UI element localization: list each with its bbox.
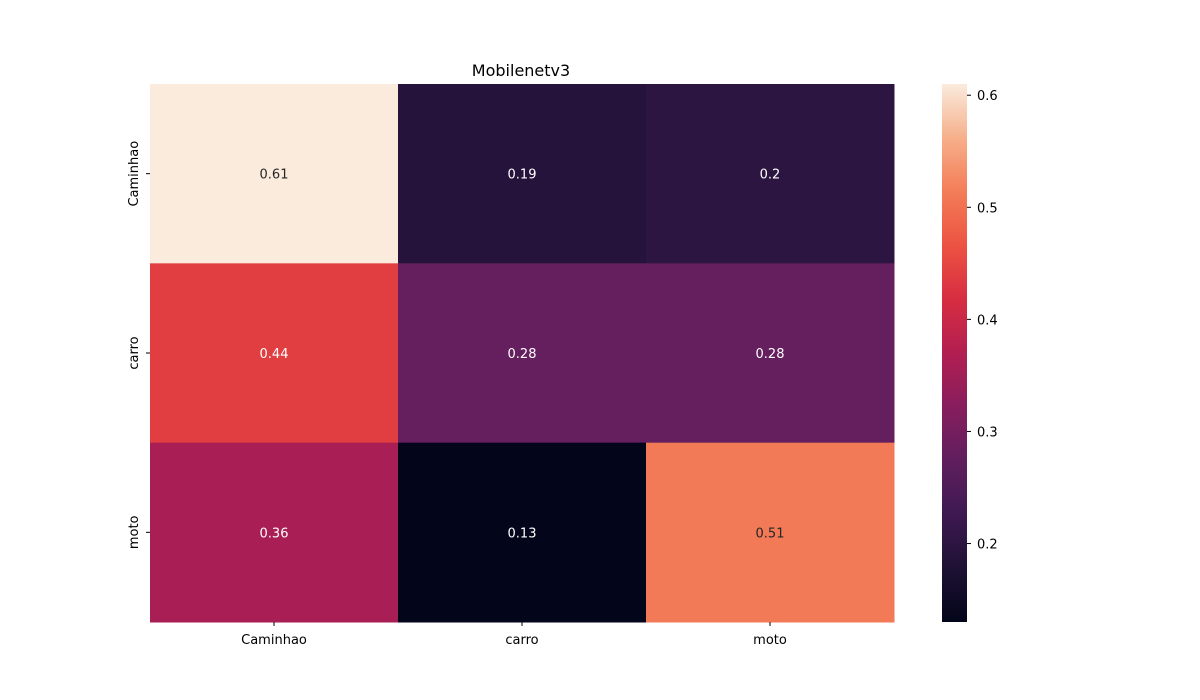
x-tick-label: Caminhao (241, 633, 307, 648)
heatmap-cell (398, 263, 647, 444)
heatmap-cell (398, 84, 647, 264)
y-axis: Caminhao carro moto (127, 141, 150, 549)
heatmap-cell (646, 442, 895, 623)
y-tick-label: moto (127, 515, 142, 549)
cell-value-label: 0.19 (508, 168, 537, 183)
heatmap-cell (150, 442, 399, 623)
colorbar-ticks: 0.2 0.3 0.4 0.5 0.6 (967, 89, 998, 553)
heatmap-cell (646, 263, 895, 444)
colorbar-tick-label: 0.3 (977, 425, 998, 440)
cell-value-label: 0.28 (756, 347, 785, 362)
y-tick-label: Caminhao (127, 141, 142, 207)
x-tick-label: carro (505, 633, 538, 648)
colorbar-tick-label: 0.4 (977, 313, 998, 328)
heatmap-cell (150, 84, 399, 264)
heatmap-cell (646, 84, 895, 264)
colorbar-tick-label: 0.5 (977, 201, 998, 216)
cell-value-label: 0.51 (756, 526, 785, 541)
colorbar-tick-label: 0.6 (977, 89, 998, 104)
cell-value-label: 0.13 (508, 526, 537, 541)
y-tick-label: carro (127, 336, 142, 369)
chart-title: Mobilenetv3 (472, 61, 570, 80)
cell-value-label: 0.28 (508, 347, 537, 362)
heatmap-cells: 0.61 0.19 0.2 0.44 0.28 0.28 0.36 0.13 0.51 (150, 84, 895, 623)
heatmap-cell (398, 442, 647, 623)
x-axis: Caminhao carro moto (241, 622, 787, 648)
colorbar: 0.2 0.3 0.4 0.5 0.6 (942, 84, 998, 622)
cell-value-label: 0.61 (260, 168, 289, 183)
x-tick-label: moto (753, 633, 787, 648)
colorbar-tick-label: 0.2 (977, 538, 998, 553)
colorbar-gradient (942, 84, 967, 622)
cell-value-label: 0.36 (260, 526, 289, 541)
cell-value-label: 0.2 (760, 168, 781, 183)
heatmap-cell (150, 263, 399, 444)
cell-value-label: 0.44 (260, 347, 289, 362)
